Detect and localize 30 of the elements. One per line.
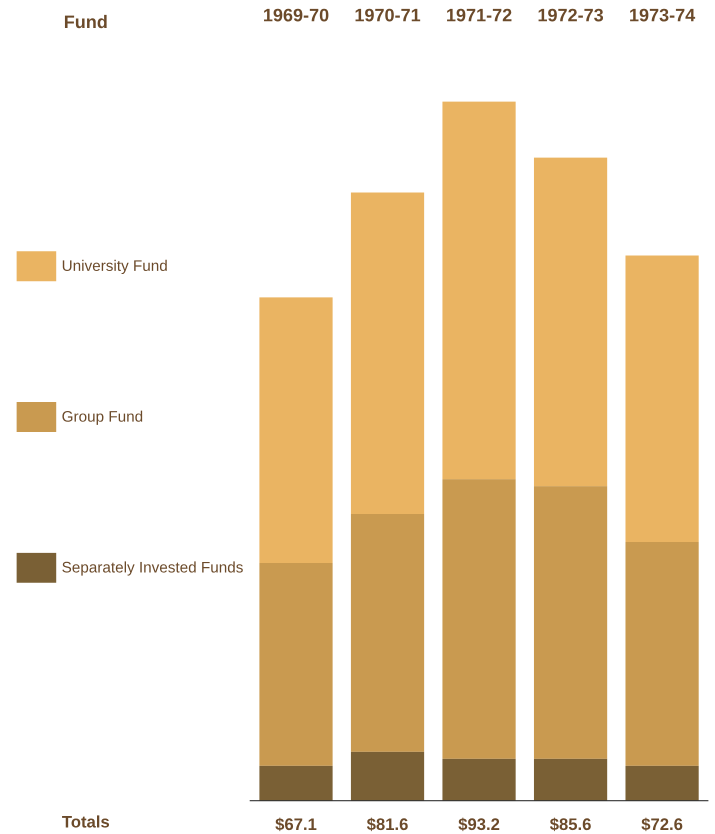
x-tick-label: 1971-72 [447, 8, 512, 22]
bar [442, 102, 516, 480]
bar [534, 486, 608, 759]
bar [625, 255, 699, 542]
bar [625, 766, 699, 801]
bar [259, 562, 333, 766]
legend-label: Group Fund [62, 410, 142, 425]
x-tick-label: 1969-70 [264, 8, 328, 22]
bar [625, 542, 699, 766]
legend-label: University Fund [62, 260, 167, 274]
text: $67.1 [275, 818, 316, 832]
bar [350, 752, 424, 801]
x-tick-label: 1972-73 [538, 8, 604, 22]
bar [350, 192, 424, 514]
text: Fund [64, 14, 107, 28]
bar [534, 758, 608, 801]
text: $85.6 [550, 818, 591, 832]
x-tick-label: 1973-74 [630, 8, 696, 22]
bar [350, 514, 424, 752]
x-tick-label: 1970-71 [356, 8, 420, 22]
text: $81.6 [366, 818, 408, 832]
bar [442, 758, 516, 801]
text: $72.6 [641, 818, 682, 832]
bar [259, 766, 333, 801]
text: Totals [62, 815, 110, 828]
bar [442, 479, 516, 759]
legend-label: Separately Invested Funds [62, 561, 243, 576]
text: $93.2 [458, 818, 500, 832]
bar [259, 297, 333, 563]
bar [534, 158, 608, 486]
